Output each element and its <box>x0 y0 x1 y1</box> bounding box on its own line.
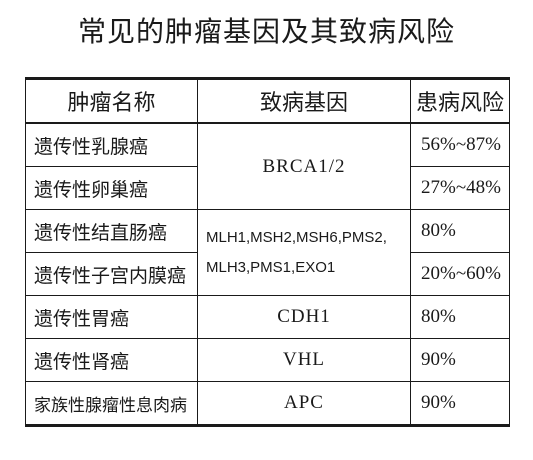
risk-value: 80% <box>410 295 510 339</box>
risk-value: 80% <box>410 209 510 253</box>
gene-line-1: MLH1,MSH2,MSH6,PMS2, <box>206 228 387 246</box>
tumor-name: 遗传性结直肠癌 <box>25 209 198 253</box>
risk-value: 90% <box>410 338 510 382</box>
gene-vhl: VHL <box>197 338 411 382</box>
risk-value: 90% <box>410 381 510 426</box>
tumor-name: 遗传性胃癌 <box>25 295 198 339</box>
gene-brca: BRCA1/2 <box>197 122 411 210</box>
table-row: 遗传性结直肠癌 MLH1,MSH2,MSH6,PMS2, MLH3,PMS1,E… <box>25 209 510 296</box>
table-row: 家族性腺瘤性息肉病 APC 90% <box>25 381 510 426</box>
cancer-gene-risk-table: 肿瘤名称 致病基因 患病风险 遗传性乳腺癌 BRCA1/2 56%~87% 遗传… <box>25 77 510 427</box>
gene-cdh1: CDH1 <box>197 295 411 339</box>
table-row: 遗传性肾癌 VHL 90% <box>25 338 510 382</box>
tumor-name: 遗传性乳腺癌 <box>25 122 198 167</box>
tumor-name: 家族性腺瘤性息肉病 <box>25 381 198 426</box>
risk-value: 20%~60% <box>410 252 510 296</box>
table-header-row: 肿瘤名称 致病基因 患病风险 <box>25 78 510 124</box>
table-row: 遗传性胃癌 CDH1 80% <box>25 295 510 339</box>
tumor-name: 遗传性子宫内膜癌 <box>25 252 198 296</box>
risk-value: 56%~87% <box>410 122 510 167</box>
gene-lynch: MLH1,MSH2,MSH6,PMS2, MLH3,PMS1,EXO1 <box>197 209 411 296</box>
header-tumor-name: 肿瘤名称 <box>25 78 198 124</box>
header-disease-risk: 患病风险 <box>410 78 510 124</box>
header-pathogenic-gene: 致病基因 <box>197 78 411 124</box>
gene-apc: APC <box>197 381 411 426</box>
tumor-name: 遗传性肾癌 <box>25 338 198 382</box>
page-title: 常见的肿瘤基因及其致病风险 <box>77 15 455 48</box>
table-row: 遗传性卵巢癌 27%~48% <box>25 166 510 210</box>
table-row: 遗传性子宫内膜癌 20%~60% <box>25 252 510 296</box>
risk-value: 27%~48% <box>410 166 510 210</box>
gene-line-2: MLH3,PMS1,EXO1 <box>206 258 336 276</box>
table-row: 遗传性乳腺癌 BRCA1/2 56%~87% <box>25 122 510 210</box>
tumor-name: 遗传性卵巢癌 <box>25 166 198 210</box>
